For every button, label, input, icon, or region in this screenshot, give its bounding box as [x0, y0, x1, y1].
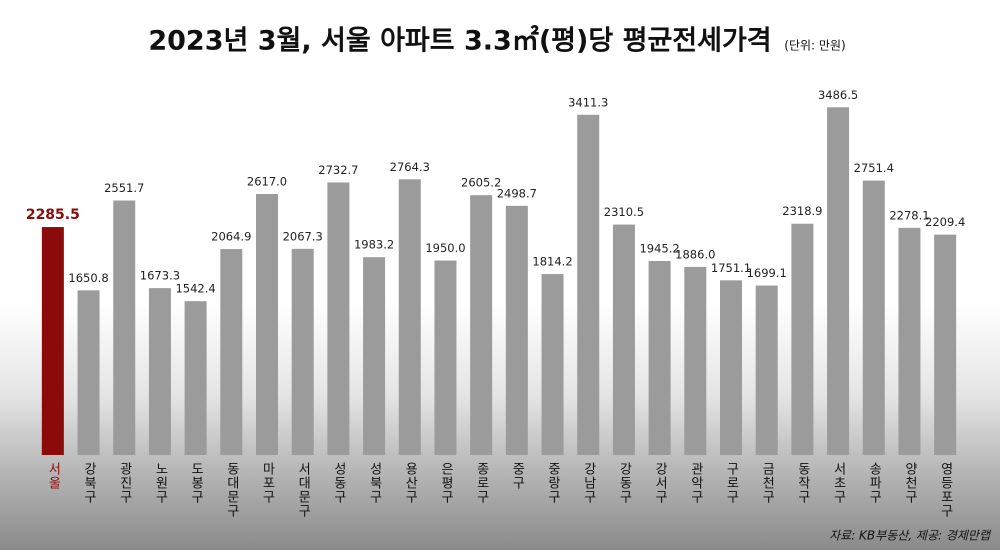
- value-label: 2498.7: [497, 186, 537, 200]
- bar: [755, 285, 778, 455]
- bar: [41, 227, 64, 455]
- x-tick-label: 금천구: [759, 462, 774, 504]
- bar: [148, 288, 171, 455]
- x-tick-label: 영등포구: [938, 462, 953, 518]
- bar: [220, 249, 243, 455]
- x-tick-label: 마포구: [260, 462, 275, 504]
- value-label: 3411.3: [568, 95, 608, 109]
- x-tick-label: 용산구: [402, 462, 417, 504]
- value-label: 2732.7: [318, 163, 358, 177]
- x-tick-label: 성동구: [331, 462, 346, 504]
- bar: [256, 194, 278, 455]
- value-label: 2764.3: [390, 160, 430, 174]
- value-label: 2617.0: [247, 175, 287, 189]
- x-tick-label: 종로구: [474, 462, 489, 504]
- bar: [363, 257, 386, 455]
- x-tick-label: 강남구: [581, 462, 596, 504]
- x-tick-label: 서대문구: [295, 462, 310, 518]
- value-label: 1983.2: [354, 238, 394, 252]
- x-tick-label: 동작구: [795, 462, 810, 504]
- bar: [898, 227, 921, 455]
- x-tick-label: 노원구: [152, 462, 167, 504]
- value-label: 1542.4: [175, 282, 215, 296]
- value-label: 3486.5: [818, 88, 858, 102]
- bar: [791, 223, 814, 455]
- value-label: 1945.2: [639, 242, 679, 256]
- value-label: 2318.9: [782, 204, 822, 218]
- chart-subtitle: (단위: 만원): [784, 39, 845, 53]
- x-tick-label: 도봉구: [188, 462, 203, 504]
- bar: [327, 182, 350, 455]
- value-label: 1699.1: [747, 266, 787, 280]
- x-tick-label: 양천구: [902, 462, 917, 504]
- x-tick-label: 구로구: [724, 462, 739, 504]
- value-label: 2067.3: [283, 229, 323, 243]
- x-tick-label: 성북구: [367, 462, 382, 504]
- value-label: 2285.5: [26, 207, 80, 223]
- bar: [862, 180, 885, 455]
- x-tick-label: 은평구: [438, 462, 453, 504]
- x-tick-label: 광진구: [117, 462, 132, 504]
- value-label: 2751.4: [854, 161, 894, 175]
- value-label: 1886.0: [675, 247, 715, 261]
- bar: [612, 224, 635, 455]
- bar: [720, 280, 742, 455]
- bar: [291, 248, 314, 455]
- bar: [648, 261, 671, 455]
- x-tick-label: 서울: [45, 462, 60, 490]
- bar: [77, 290, 100, 455]
- x-tick-label: 송파구: [866, 462, 881, 504]
- bar: [470, 195, 493, 455]
- value-label: 1814.2: [532, 255, 572, 269]
- bar: [113, 200, 136, 455]
- x-tick-label: 중구: [509, 462, 524, 490]
- bar: [398, 179, 421, 455]
- bar: [541, 274, 564, 455]
- bar: [934, 234, 957, 455]
- x-tick-label: 강동구: [616, 462, 631, 504]
- source-note: 자료: KB부동산, 제공: 경제만랩: [829, 529, 992, 543]
- x-tick-label: 강북구: [81, 462, 96, 504]
- x-tick-label: 관악구: [688, 462, 703, 504]
- x-tick-label: 서초구: [831, 462, 846, 504]
- bar: [505, 205, 528, 455]
- chart-title: 2023년 3월, 서울 아파트 3.3㎡(평)당 평균전세가격: [148, 25, 771, 57]
- x-tick-label: 중랑구: [545, 462, 560, 504]
- bar: [827, 107, 850, 455]
- value-label: 2310.5: [604, 205, 644, 219]
- value-label: 2278.1: [889, 208, 929, 222]
- value-label: 1751.1: [711, 261, 751, 275]
- value-label: 1650.8: [68, 271, 108, 285]
- bar: [684, 266, 707, 455]
- value-label: 2209.4: [925, 215, 965, 229]
- value-label: 1950.0: [425, 241, 465, 255]
- value-label: 2551.7: [104, 181, 144, 195]
- value-label: 1673.3: [140, 269, 180, 283]
- bar: [577, 114, 600, 456]
- bar: [434, 260, 457, 455]
- value-label: 2064.9: [211, 230, 251, 244]
- bar: [184, 301, 207, 455]
- value-label: 2605.2: [461, 176, 501, 190]
- x-tick-label: 강서구: [652, 462, 667, 504]
- x-tick-label: 동대문구: [224, 462, 239, 518]
